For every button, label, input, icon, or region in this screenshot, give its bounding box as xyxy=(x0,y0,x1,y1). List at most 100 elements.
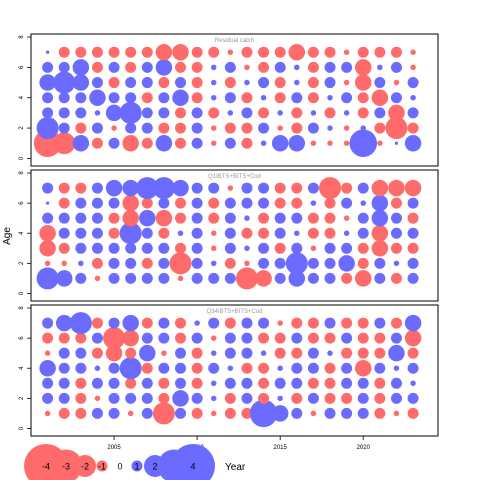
residual-bubble xyxy=(390,332,402,344)
y-tick-label: 6 xyxy=(19,65,25,69)
residual-bubble xyxy=(191,212,203,224)
residual-bubble xyxy=(390,242,402,254)
residual-bubble xyxy=(327,94,333,101)
residual-bubble xyxy=(108,317,120,329)
residual-bubble xyxy=(55,270,73,287)
residual-bubble xyxy=(324,107,336,119)
residual-bubble xyxy=(191,362,203,374)
residual-bubble xyxy=(36,117,59,140)
residual-bubble xyxy=(291,332,303,344)
residual-bubble xyxy=(354,74,372,91)
residual-bubble xyxy=(75,377,87,389)
residual-bubble xyxy=(155,134,173,152)
residual-bubble xyxy=(89,89,106,106)
residual-bubble xyxy=(258,122,270,134)
residual-bubble xyxy=(324,227,336,239)
residual-bubble xyxy=(108,257,120,269)
residual-bubble xyxy=(158,92,170,104)
residual-bubble xyxy=(244,260,250,267)
panel-frame xyxy=(30,304,439,437)
residual-bubble xyxy=(241,92,253,104)
residual-bubble xyxy=(407,272,419,284)
residual-bubble xyxy=(393,79,400,86)
residual-bubble xyxy=(155,209,173,227)
residual-bubble xyxy=(108,377,120,389)
residual-bubble xyxy=(341,407,353,419)
residual-bubble xyxy=(141,46,153,58)
residual-bubble xyxy=(91,227,103,239)
legend-label: 0 xyxy=(117,462,122,472)
residual-bubble xyxy=(91,317,103,329)
residual-bubble xyxy=(291,362,303,374)
residual-bubble xyxy=(175,212,187,224)
x-tick-label: 2005 xyxy=(107,445,121,451)
residual-bubble xyxy=(210,230,217,236)
residual-bubble xyxy=(407,392,419,404)
residual-bubble xyxy=(277,125,283,131)
residual-bubble xyxy=(58,197,70,209)
residual-bubble xyxy=(343,49,350,55)
residual-bubble xyxy=(210,335,217,341)
residual-bubble xyxy=(119,222,142,245)
residual-bubble xyxy=(407,227,419,239)
residual-bubble xyxy=(291,392,303,404)
panel-2: Q1IBTS+BITS+Cod 0 2 4 6 8 xyxy=(19,169,439,302)
legend-bubble xyxy=(74,455,96,477)
residual-bubble xyxy=(327,140,333,146)
residual-bubble xyxy=(91,257,103,269)
y-tick-label: 6 xyxy=(19,336,25,340)
residual-bubble xyxy=(91,137,103,149)
residual-bubble xyxy=(191,347,203,359)
residual-bubble xyxy=(324,197,336,209)
residual-bubble xyxy=(343,230,350,236)
residual-bubble xyxy=(224,242,236,254)
legend-label: 4 xyxy=(190,462,195,472)
residual-bubble xyxy=(175,362,187,374)
residual-bubble xyxy=(158,257,170,269)
residual-bubble xyxy=(224,61,236,73)
y-tick-label: 6 xyxy=(19,201,25,205)
y-tick-label: 8 xyxy=(19,171,25,175)
residual-bubble xyxy=(42,317,54,329)
residual-bubble xyxy=(191,46,203,58)
residual-bubble xyxy=(58,377,70,389)
residual-bubble xyxy=(271,134,289,152)
residual-bubble xyxy=(58,392,70,404)
residual-bubble xyxy=(191,182,203,194)
residual-bubble xyxy=(108,61,120,73)
y-tick-label: 0 xyxy=(19,156,25,160)
residual-bubble xyxy=(91,407,103,419)
residual-bubble xyxy=(357,182,369,194)
residual-bubble xyxy=(75,122,87,134)
legend-bubble xyxy=(131,460,143,472)
residual-bubble xyxy=(404,179,422,197)
residual-bubble xyxy=(324,407,336,419)
residual-bubble xyxy=(91,377,103,389)
residual-bubble xyxy=(175,317,187,329)
residual-bubble xyxy=(324,257,336,269)
residual-bubble xyxy=(125,377,137,389)
residual-bubble xyxy=(158,122,170,134)
residual-bubble xyxy=(374,347,386,359)
residual-bubble xyxy=(260,350,267,356)
residual-bubble xyxy=(224,272,236,284)
residual-bubble xyxy=(58,182,70,194)
residual-bubble xyxy=(227,49,234,55)
residual-bubble xyxy=(44,410,51,417)
residual-bubble xyxy=(125,92,137,104)
residual-bubble xyxy=(75,107,87,119)
residual-bubble xyxy=(158,317,170,329)
residual-bubble xyxy=(108,137,120,149)
residual-bubble xyxy=(410,49,416,55)
residual-bubble xyxy=(274,377,286,389)
residual-bubble xyxy=(125,272,137,284)
residual-bubble xyxy=(374,122,386,134)
residual-bubble xyxy=(357,46,369,58)
residual-bubble xyxy=(58,122,70,134)
residual-bubble xyxy=(244,245,250,252)
residual-bubble xyxy=(78,260,84,267)
panel-title: Q34IBTS+BITS+Cod xyxy=(206,309,262,315)
legend-bubble xyxy=(96,460,108,472)
residual-bubble xyxy=(177,230,184,236)
residual-bubble xyxy=(42,107,54,119)
